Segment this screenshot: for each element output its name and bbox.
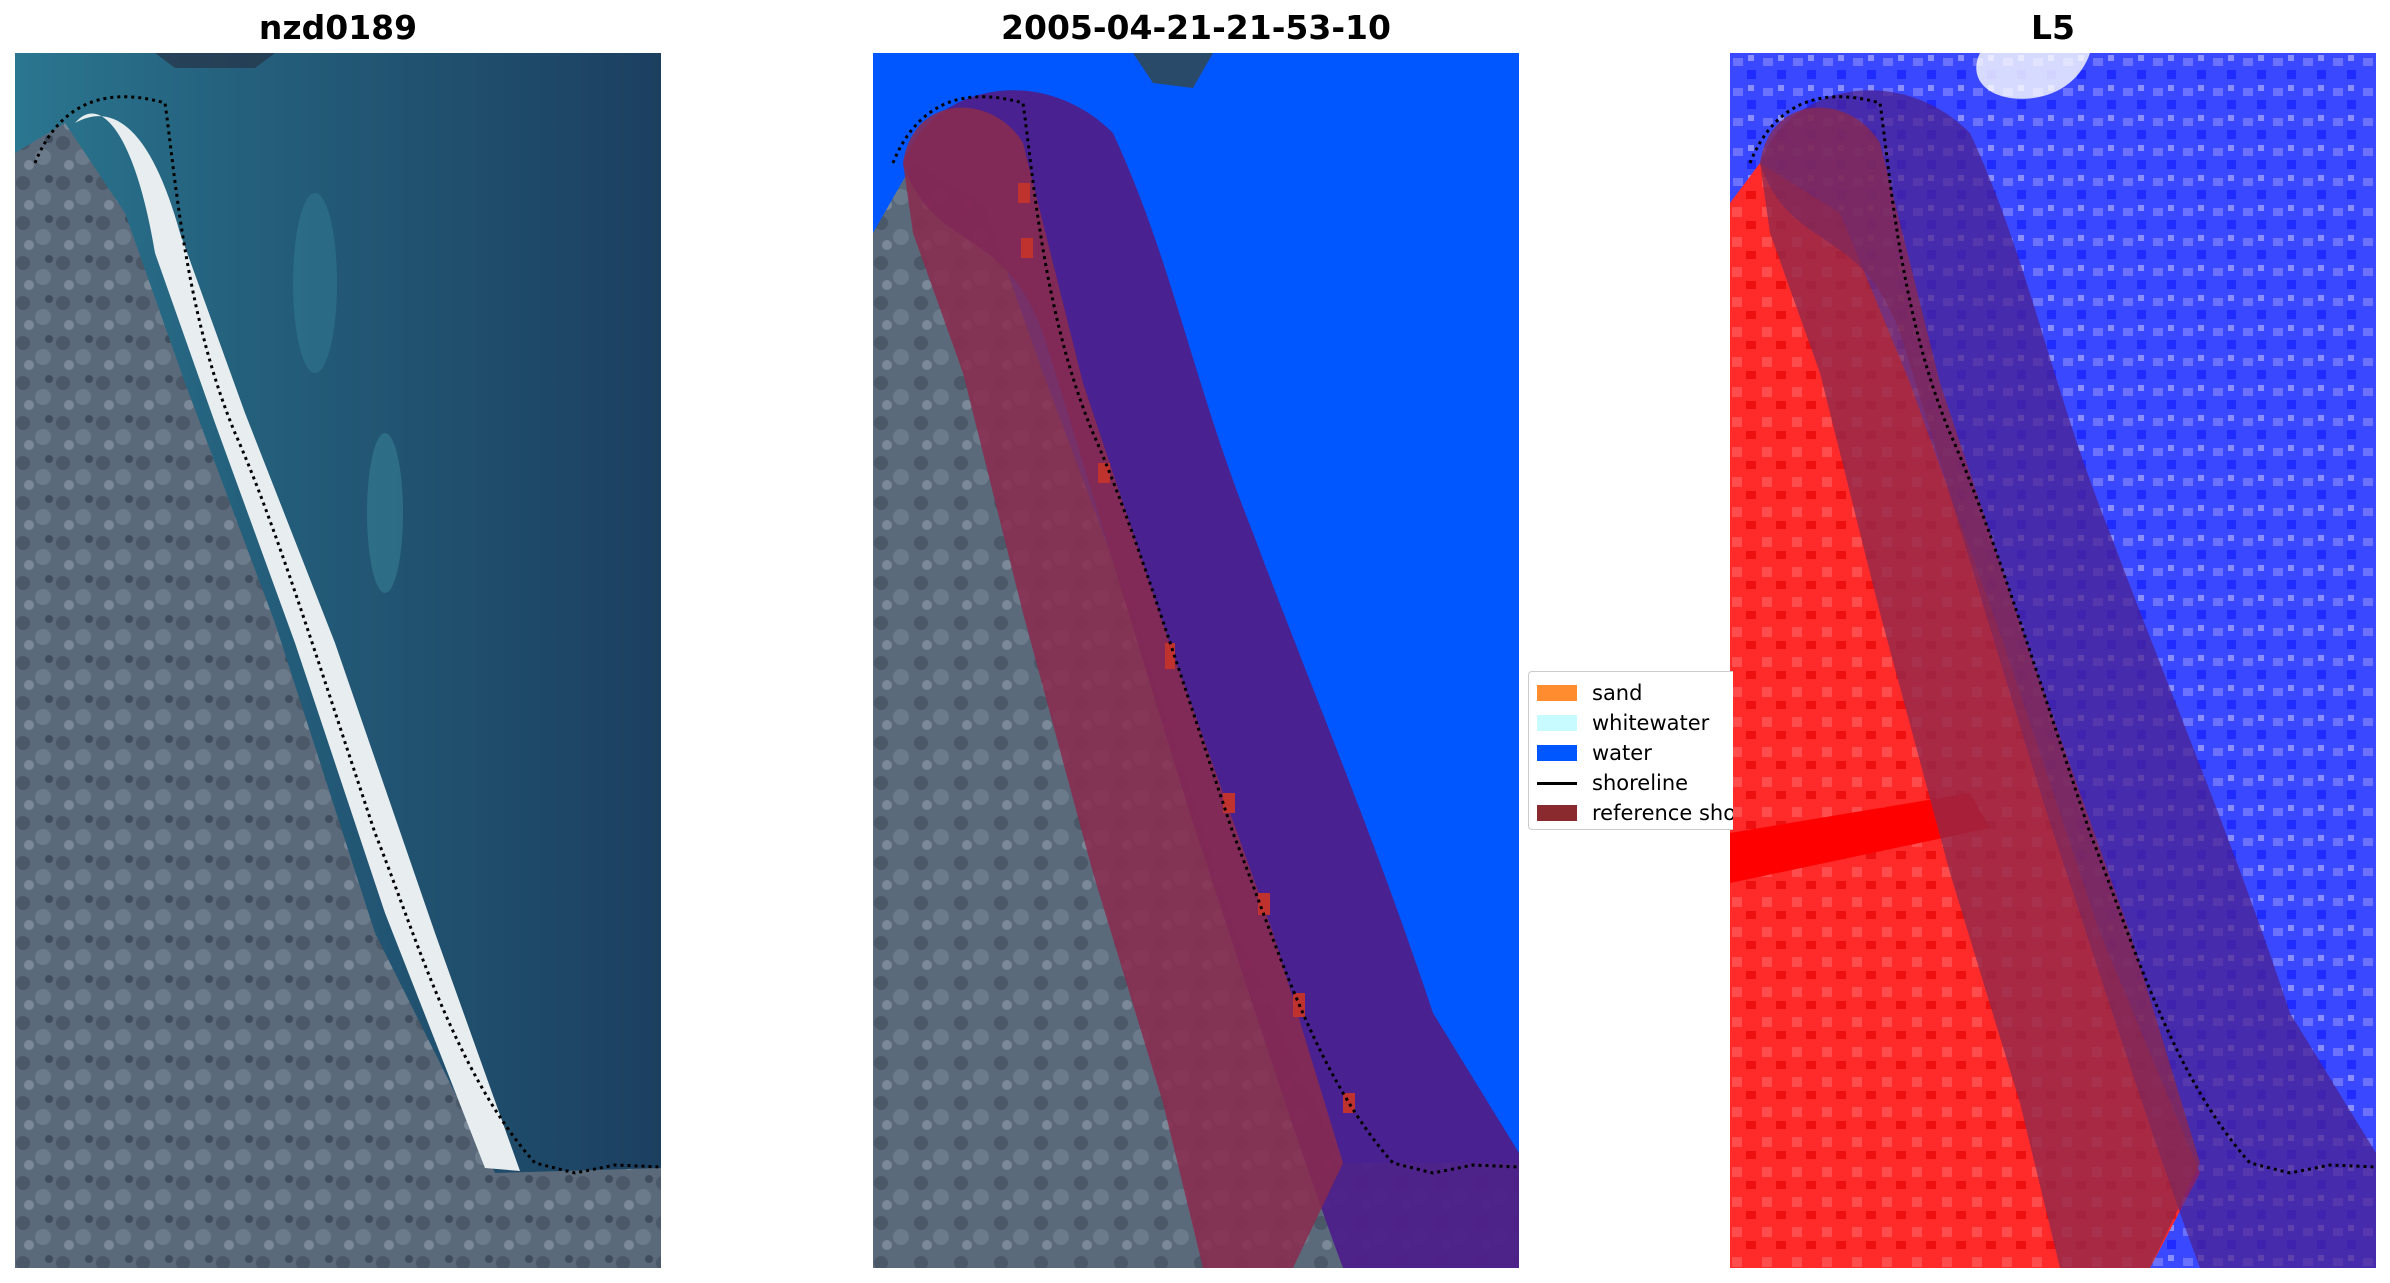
legend-label: shoreline [1592,771,1689,795]
panel-title-rgb: nzd0189 [258,8,418,47]
legend: sand whitewater water shoreline referenc… [1528,671,1733,830]
reference-shoreline-swatch [1537,805,1577,821]
index-image [1730,53,2376,1268]
shoreline-line-swatch [1537,781,1577,785]
legend-item-sand: sand [1537,680,1642,706]
legend-item-whitewater: whitewater [1537,710,1709,736]
classification-image [873,53,1519,1268]
panel-title-index: L5 [2031,8,2075,47]
rgb-image-panel [15,53,661,1268]
classification-panel [873,53,1519,1268]
legend-label: whitewater [1592,711,1710,735]
sand-swatch [1537,685,1577,701]
panel-title-classification: 2005-04-21-21-53-10 [1001,8,1391,47]
legend-label: reference shoreline [1592,801,1733,825]
water-swatch [1537,745,1577,761]
legend-label: sand [1592,681,1643,705]
legend-item-shoreline: shoreline [1537,770,1688,796]
index-panel [1730,53,2376,1268]
legend-item-water: water [1537,740,1652,766]
legend-label: water [1592,741,1652,765]
rgb-image [15,53,661,1268]
legend-item-reference-shoreline: reference shoreline [1537,800,1733,826]
whitewater-swatch [1537,715,1577,731]
